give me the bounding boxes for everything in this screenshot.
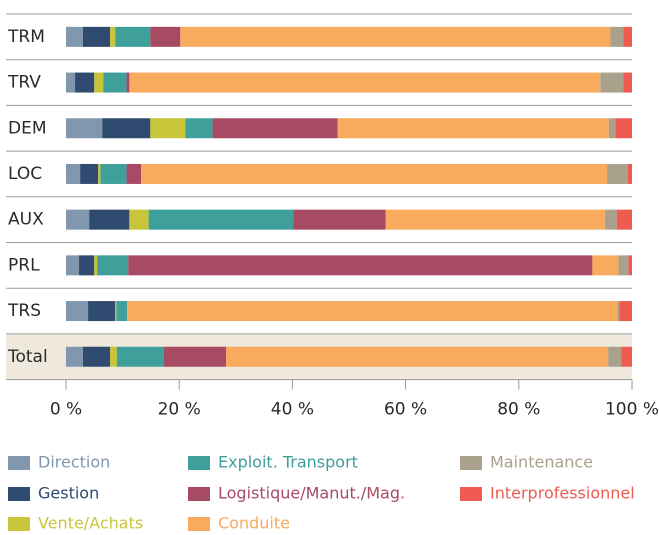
bar-segment	[66, 163, 81, 184]
bar-segment	[607, 163, 629, 184]
legend-label: Exploit. Transport	[218, 453, 358, 472]
bar-segment	[66, 118, 103, 139]
bar-segment	[385, 209, 605, 230]
bar-segment	[97, 255, 129, 276]
bar-segment	[66, 26, 83, 47]
bar-segment	[185, 118, 213, 139]
bar-segment	[126, 72, 130, 93]
bar-segment	[66, 301, 89, 322]
category-label: TRM	[7, 27, 45, 47]
bar-segment	[66, 209, 90, 230]
bar-segment	[98, 163, 101, 184]
bar-segment	[88, 301, 116, 322]
bar-segment	[628, 163, 632, 184]
x-tick-label: 20 %	[158, 400, 201, 420]
category-label: DEM	[8, 118, 47, 138]
legend-label: Interprofessionnel	[490, 484, 635, 503]
bar-segment	[116, 346, 164, 367]
x-tick-label: 0 %	[50, 400, 82, 420]
category-label: AUX	[8, 210, 44, 230]
bar-segment	[66, 255, 80, 276]
bar-segment	[600, 72, 624, 93]
bar-segment	[608, 346, 622, 367]
bar-segment	[89, 209, 130, 230]
bar-segment	[94, 72, 104, 93]
bar-segment	[94, 255, 98, 276]
bar-segment	[66, 346, 83, 367]
bar-segment	[618, 255, 629, 276]
bar-segment	[337, 118, 609, 139]
bar-segment	[628, 255, 632, 276]
bar-segment	[82, 26, 111, 47]
bar-segment	[116, 301, 128, 322]
bar-segment	[102, 118, 151, 139]
legend-label: Vente/Achats	[38, 514, 143, 533]
legend-label: Maintenance	[490, 453, 593, 472]
bar-segment	[115, 301, 117, 322]
bar-segment	[616, 209, 632, 230]
category-label: PRL	[8, 255, 40, 275]
bar-segment	[180, 26, 611, 47]
bar-segment	[150, 118, 186, 139]
bar-segment	[129, 72, 601, 93]
bar-segment	[608, 118, 616, 139]
bar-segment	[127, 301, 618, 322]
bar-segment	[226, 346, 609, 367]
bar-segment	[621, 346, 632, 367]
bar-segment	[100, 163, 127, 184]
bar-segment	[615, 118, 632, 139]
legend-swatch	[188, 487, 210, 501]
bar-segment	[103, 72, 127, 93]
x-tick-label: 40 %	[271, 400, 314, 420]
category-label: TRV	[7, 73, 41, 93]
bar-segment	[610, 26, 624, 47]
bar-segment	[212, 118, 338, 139]
bar-segment	[619, 301, 632, 322]
bar-segment	[150, 26, 181, 47]
legend-swatch	[8, 517, 30, 531]
legend-swatch	[188, 517, 210, 531]
legend-swatch	[188, 456, 210, 470]
x-tick-label: 80 %	[497, 400, 540, 420]
bar-segment	[128, 255, 593, 276]
legend-swatch	[8, 487, 30, 501]
bar-segment	[110, 26, 116, 47]
bar-segment	[75, 72, 95, 93]
x-tick-label: 60 %	[384, 400, 427, 420]
bar-segment	[604, 209, 617, 230]
legend-label: Conduite	[218, 514, 290, 533]
bar-segment	[126, 163, 142, 184]
bar-segment	[623, 26, 632, 47]
bar-segment	[141, 163, 608, 184]
category-label: LOC	[8, 164, 42, 184]
bar-segment	[623, 72, 632, 93]
bar-segment	[110, 346, 117, 367]
bar-segment	[129, 209, 149, 230]
legend-label: Direction	[38, 453, 110, 472]
bar-segment	[148, 209, 294, 230]
bar-segment	[66, 72, 76, 93]
bar-segment	[592, 255, 619, 276]
bar-segment	[163, 346, 227, 367]
x-tick-label: 100 %	[605, 400, 659, 420]
legend-label: Gestion	[38, 484, 99, 503]
legend-swatch	[460, 487, 482, 501]
legend-swatch	[460, 456, 482, 470]
bar-segment	[617, 301, 620, 322]
bar-segment	[115, 26, 151, 47]
bar-segment	[82, 346, 111, 367]
legend-swatch	[8, 456, 30, 470]
category-label: TRS	[7, 301, 41, 321]
legend-label: Logistique/Manut./Mag.	[218, 484, 405, 503]
category-label: Total	[7, 347, 48, 367]
bar-segment	[293, 209, 386, 230]
bar-segment	[80, 163, 99, 184]
bar-segment	[79, 255, 95, 276]
